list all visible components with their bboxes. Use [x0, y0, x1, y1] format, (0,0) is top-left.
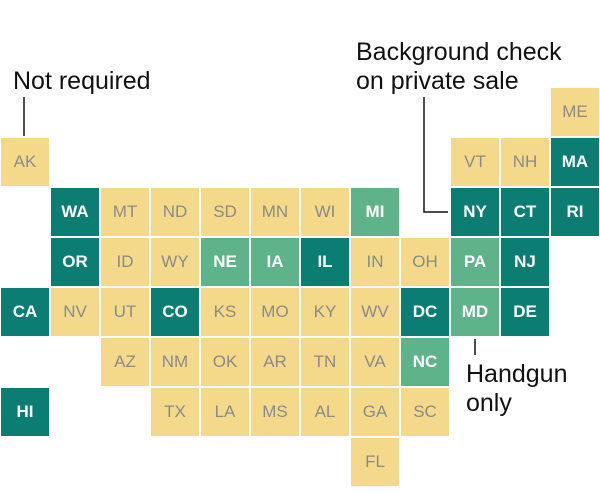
state-tile-ga: GA: [351, 388, 399, 436]
state-tile-wi: WI: [301, 188, 349, 236]
state-tile-vt: VT: [451, 138, 499, 186]
state-tile-co: CO: [151, 288, 199, 336]
state-tile-ar: AR: [251, 338, 299, 386]
state-tile-mn: MN: [251, 188, 299, 236]
state-tile-wv: WV: [351, 288, 399, 336]
state-tile-ky: KY: [301, 288, 349, 336]
state-tile-ms: MS: [251, 388, 299, 436]
state-tile-tn: TN: [301, 338, 349, 386]
state-tile-ca: CA: [1, 288, 49, 336]
state-tile-wa: WA: [51, 188, 99, 236]
state-tile-me: ME: [551, 88, 599, 136]
state-tile-ak: AK: [1, 138, 49, 186]
state-tile-la: LA: [201, 388, 249, 436]
state-tile-ut: UT: [101, 288, 149, 336]
background-check-leader: [423, 97, 448, 213]
state-tile-il: IL: [301, 238, 349, 286]
state-tile-al: AL: [301, 388, 349, 436]
state-tile-ma: MA: [551, 138, 599, 186]
state-tile-de: DE: [501, 288, 549, 336]
state-tile-nd: ND: [151, 188, 199, 236]
state-tile-sd: SD: [201, 188, 249, 236]
state-tile-pa: PA: [451, 238, 499, 286]
state-tile-ne: NE: [201, 238, 249, 286]
not-required-label: Not required: [13, 67, 151, 96]
not-required-text: Not required: [13, 67, 151, 95]
state-tile-id: ID: [101, 238, 149, 286]
state-tile-ok: OK: [201, 338, 249, 386]
state-tile-az: AZ: [101, 338, 149, 386]
state-tile-nv: NV: [51, 288, 99, 336]
state-tile-ri: RI: [551, 188, 599, 236]
background-check-label: Background check on private sale: [356, 38, 562, 96]
state-tile-va: VA: [351, 338, 399, 386]
background-check-line2: on private sale: [356, 67, 519, 95]
state-tile-ct: CT: [501, 188, 549, 236]
state-tile-sc: SC: [401, 388, 449, 436]
state-tile-md: MD: [451, 288, 499, 336]
state-tile-ks: KS: [201, 288, 249, 336]
state-tile-hi: HI: [1, 388, 49, 436]
state-tile-nh: NH: [501, 138, 549, 186]
state-tile-oh: OH: [401, 238, 449, 286]
handgun-only-label: Handgun only: [466, 360, 567, 418]
state-tile-nc: NC: [401, 338, 449, 386]
state-tile-mi: MI: [351, 188, 399, 236]
state-tile-nm: NM: [151, 338, 199, 386]
handgun-only-line2: only: [466, 389, 512, 417]
background-check-line1: Background check: [356, 38, 562, 66]
state-tile-wy: WY: [151, 238, 199, 286]
state-tile-mo: MO: [251, 288, 299, 336]
state-tile-ny: NY: [451, 188, 499, 236]
state-tile-nj: NJ: [501, 238, 549, 286]
state-tile-mt: MT: [101, 188, 149, 236]
state-tile-dc: DC: [401, 288, 449, 336]
state-tile-in: IN: [351, 238, 399, 286]
state-tile-fl: FL: [351, 438, 399, 486]
state-tile-tx: TX: [151, 388, 199, 436]
state-tile-ia: IA: [251, 238, 299, 286]
state-tile-or: OR: [51, 238, 99, 286]
handgun-only-line1: Handgun: [466, 360, 568, 388]
